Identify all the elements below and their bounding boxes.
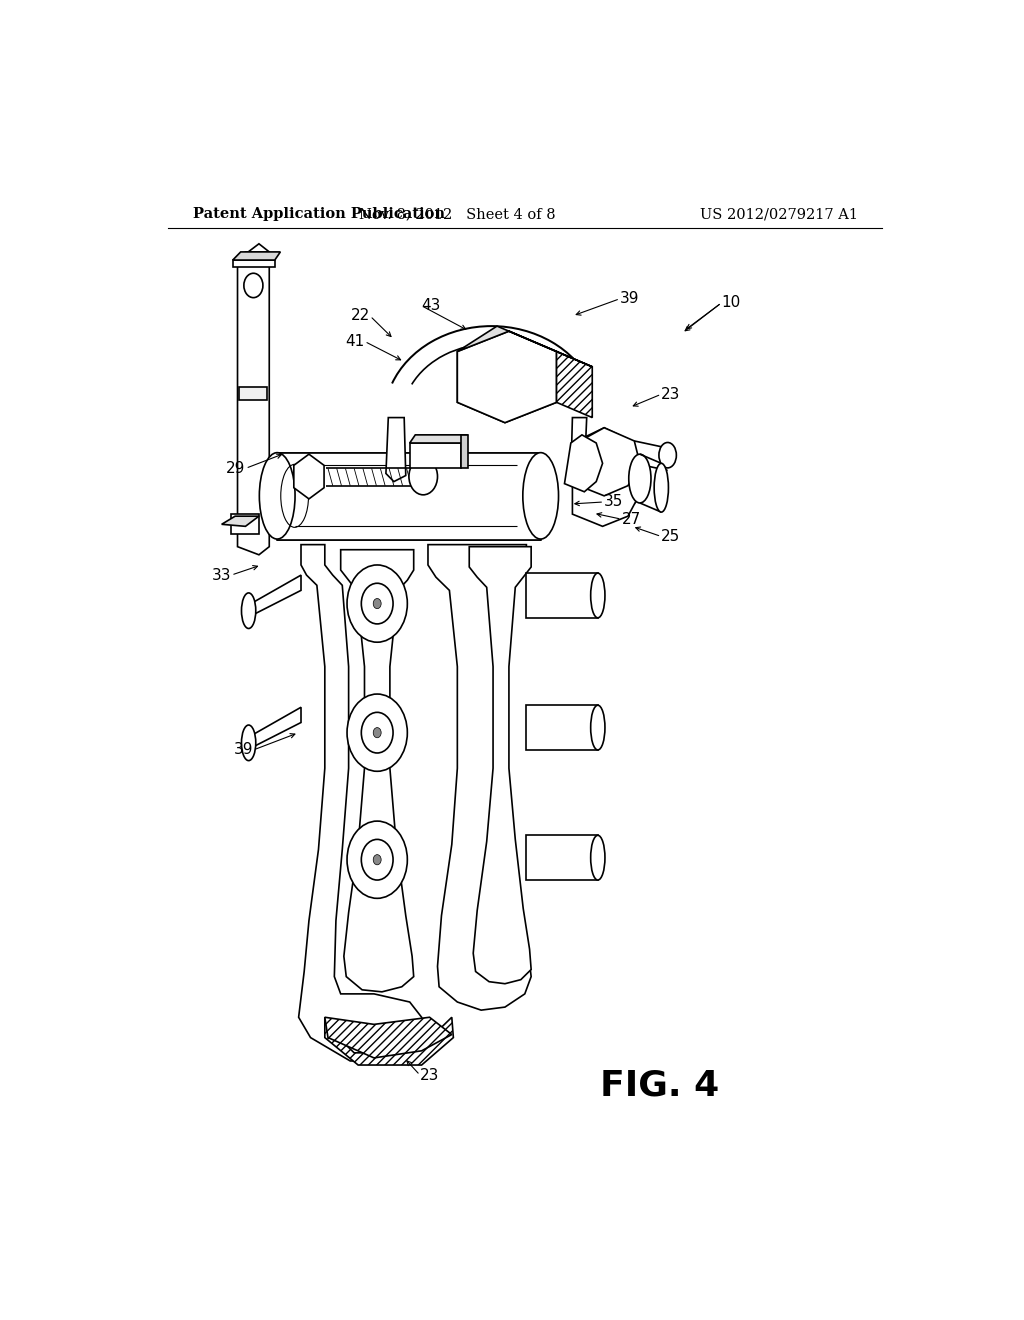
Polygon shape <box>238 244 269 554</box>
Polygon shape <box>232 260 274 267</box>
Circle shape <box>373 727 381 738</box>
Ellipse shape <box>591 573 605 618</box>
Polygon shape <box>572 428 640 527</box>
Circle shape <box>361 713 393 752</box>
Text: 43: 43 <box>422 298 441 313</box>
Polygon shape <box>526 705 598 750</box>
Polygon shape <box>247 576 301 618</box>
Polygon shape <box>410 444 461 469</box>
Text: 23: 23 <box>420 1068 439 1082</box>
Circle shape <box>347 821 408 899</box>
Circle shape <box>409 458 437 495</box>
Polygon shape <box>564 434 602 492</box>
Ellipse shape <box>658 442 677 467</box>
Polygon shape <box>595 455 640 504</box>
Text: 29: 29 <box>226 461 246 477</box>
Text: 41: 41 <box>345 334 365 348</box>
Text: 39: 39 <box>620 292 640 306</box>
Circle shape <box>347 565 408 643</box>
Polygon shape <box>461 434 468 469</box>
Polygon shape <box>238 252 269 260</box>
Polygon shape <box>325 1018 452 1057</box>
Polygon shape <box>231 515 259 535</box>
Ellipse shape <box>242 593 256 628</box>
Circle shape <box>373 854 381 865</box>
Polygon shape <box>526 836 598 880</box>
Polygon shape <box>240 387 267 400</box>
Polygon shape <box>469 546 531 983</box>
Polygon shape <box>570 417 587 482</box>
Text: 33: 33 <box>212 568 231 582</box>
Polygon shape <box>299 545 426 1061</box>
Polygon shape <box>458 331 557 422</box>
Polygon shape <box>458 326 592 367</box>
Text: FIG. 4: FIG. 4 <box>600 1068 720 1102</box>
Polygon shape <box>526 573 598 618</box>
Polygon shape <box>247 708 301 750</box>
Text: Nov. 8, 2012   Sheet 4 of 8: Nov. 8, 2012 Sheet 4 of 8 <box>359 207 556 222</box>
Polygon shape <box>325 1018 454 1065</box>
Polygon shape <box>221 516 259 527</box>
Text: 22: 22 <box>351 309 370 323</box>
Circle shape <box>361 583 393 624</box>
Circle shape <box>361 840 393 880</box>
Text: 39: 39 <box>233 742 253 758</box>
Polygon shape <box>557 351 592 417</box>
Polygon shape <box>294 454 324 499</box>
Circle shape <box>347 694 408 771</box>
Polygon shape <box>577 428 640 496</box>
Ellipse shape <box>523 453 558 539</box>
Ellipse shape <box>654 463 669 512</box>
Text: Patent Application Publication: Patent Application Publication <box>194 207 445 222</box>
Polygon shape <box>341 549 414 991</box>
Circle shape <box>244 273 263 297</box>
Text: US 2012/0279217 A1: US 2012/0279217 A1 <box>700 207 858 222</box>
Polygon shape <box>278 453 541 540</box>
Polygon shape <box>232 252 281 260</box>
Ellipse shape <box>629 454 651 503</box>
Text: 10: 10 <box>722 296 740 310</box>
Polygon shape <box>428 545 531 1010</box>
Ellipse shape <box>591 705 605 750</box>
Polygon shape <box>458 331 557 422</box>
Ellipse shape <box>242 725 256 760</box>
Text: 23: 23 <box>662 387 681 401</box>
Text: 27: 27 <box>622 512 641 527</box>
Text: 35: 35 <box>604 495 624 510</box>
Polygon shape <box>410 434 468 444</box>
Ellipse shape <box>591 836 605 880</box>
Ellipse shape <box>259 453 295 539</box>
Circle shape <box>373 598 381 609</box>
Text: 25: 25 <box>662 529 681 544</box>
Polygon shape <box>386 417 406 482</box>
